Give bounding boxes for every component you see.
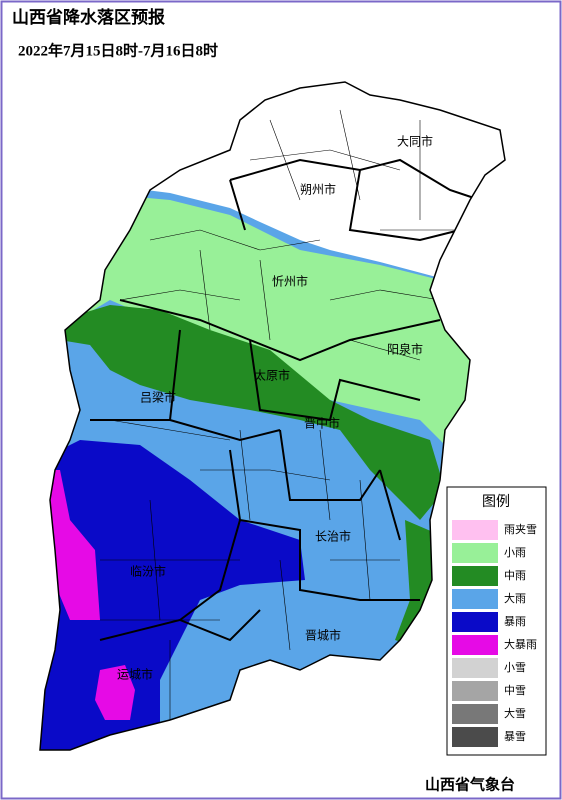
legend-label: 暴雨 (504, 615, 526, 628)
city-label: 长治市 (315, 529, 351, 544)
legend-label: 小雪 (504, 661, 526, 674)
legend-title: 图例 (482, 494, 510, 510)
city-label: 太原市 (254, 368, 290, 383)
subtitle: 2022年7月15日8时-7月16日8时 (18, 41, 218, 59)
title: 山西省降水落区预报 (12, 7, 165, 28)
zone-moderate-rain (60, 305, 445, 520)
zone-heavy-rainstorm (95, 665, 135, 720)
legend-label: 大暴雨 (504, 637, 537, 651)
city-label: 晋中市 (304, 416, 340, 431)
city-label: 大同市 (397, 134, 433, 149)
legend-swatch (452, 589, 498, 609)
city-label: 晋城市 (305, 628, 341, 643)
zone-none (130, 82, 505, 290)
legend-swatch (452, 543, 498, 563)
city-label: 朔州市 (300, 182, 336, 197)
legend-label: 小雨 (504, 546, 526, 559)
legend-label: 中雨 (504, 569, 526, 582)
legend-label: 中雪 (504, 684, 526, 697)
legend-swatch (452, 612, 498, 632)
city-label: 运城市 (117, 667, 153, 682)
city-label: 忻州市 (272, 274, 308, 289)
legend-label: 大雨 (504, 591, 526, 605)
legend-swatch (452, 727, 498, 747)
legend-swatch (452, 520, 498, 540)
legend-swatch (452, 566, 498, 586)
legend-label: 雨夹雪 (504, 523, 537, 536)
legend-swatch (452, 681, 498, 701)
city-label: 吕梁市 (140, 390, 176, 405)
city-labels: 大同市 朔州市 忻州市 阳泉市 太原市 吕梁市 晋中市 长治市 临汾市 晋城市 … (117, 134, 433, 682)
zone-light-rain (60, 190, 505, 470)
province-border (39, 81, 506, 751)
legend-label: 大雪 (504, 706, 526, 720)
legend-swatch (452, 704, 498, 724)
city-borders (90, 158, 481, 642)
city-label: 阳泉市 (387, 342, 423, 357)
footer: 山西省气象台 (425, 776, 515, 794)
legend-label: 暴雪 (504, 730, 526, 743)
city-label: 临汾市 (130, 564, 166, 579)
legend-swatch (452, 635, 498, 655)
legend-swatch (452, 658, 498, 678)
county-borders (100, 109, 470, 720)
